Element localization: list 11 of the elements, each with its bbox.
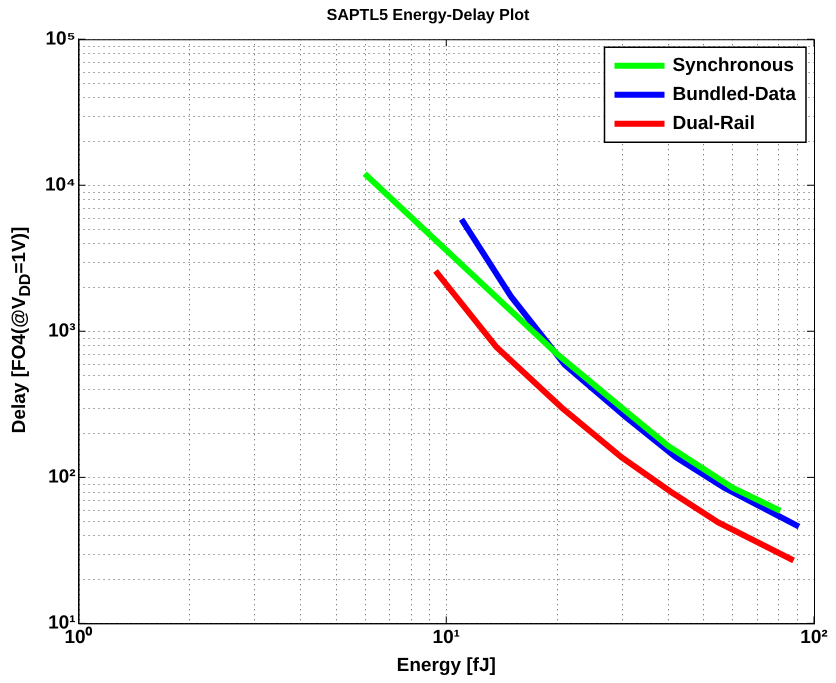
legend-label: Synchronous [672, 54, 794, 76]
x-tick-label: 10¹ [432, 627, 460, 648]
legend-label: Dual-Rail [672, 112, 755, 134]
y-tick-label: 10⁴ [44, 174, 76, 196]
y-tick-label: 10³ [48, 320, 76, 342]
y-tick-label: 10⁵ [45, 28, 76, 50]
y-tick-label: 10² [48, 466, 76, 488]
x-tick-label: 10² [800, 627, 828, 648]
chart-title: SAPTL5 Energy-Delay Plot [326, 7, 530, 24]
legend-label: Bundled-Data [672, 84, 796, 105]
x-axis-title: Energy [fJ] [396, 654, 496, 676]
